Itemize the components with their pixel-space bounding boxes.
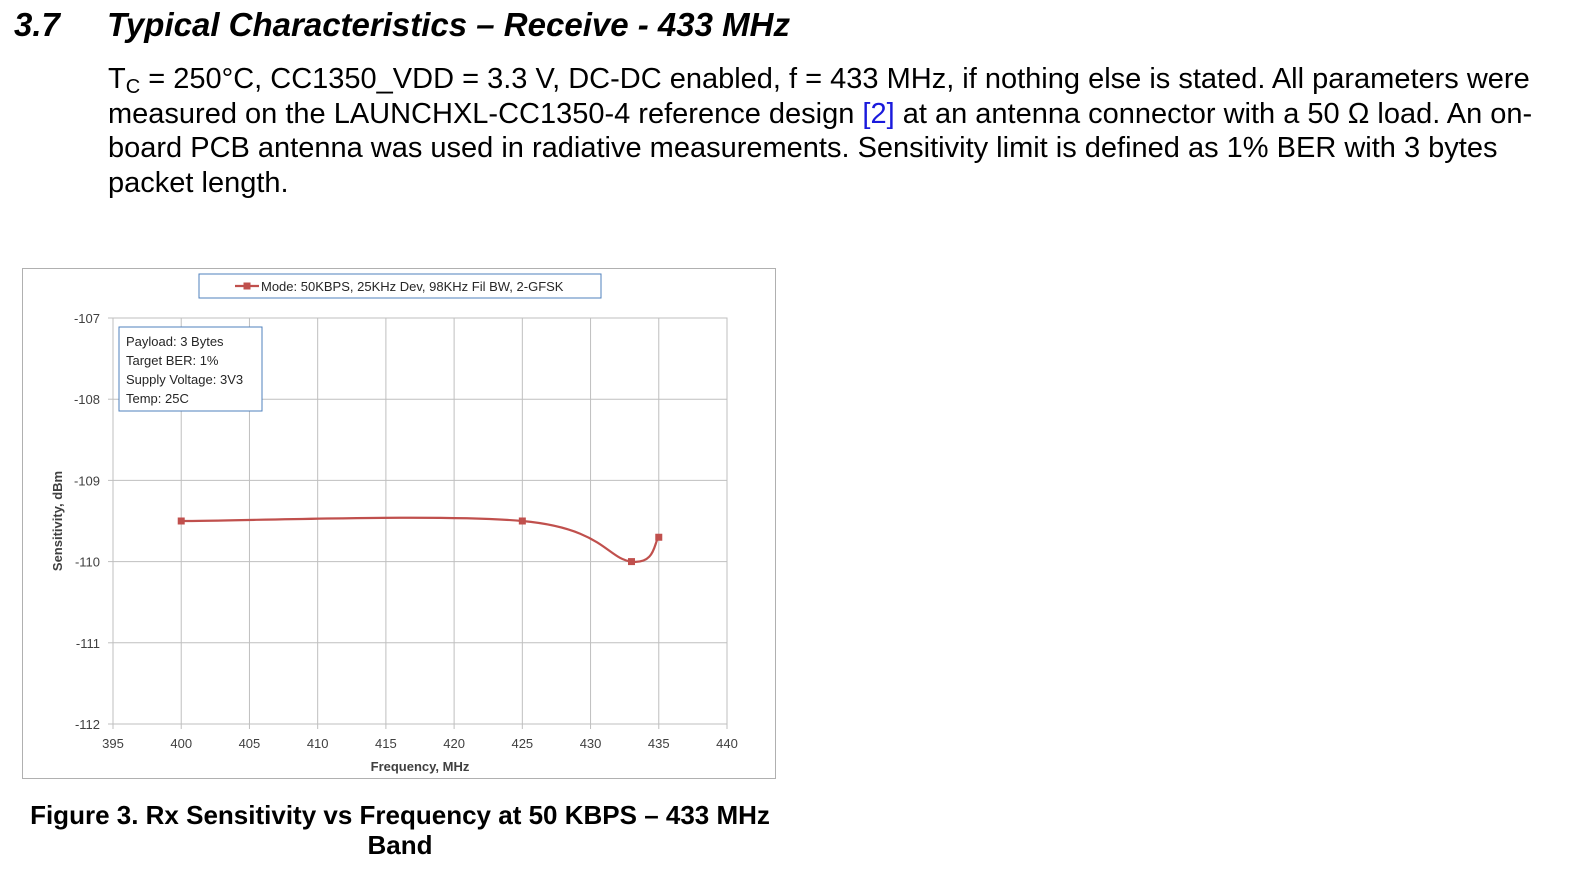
- annotation-box: Payload: 3 Bytes Target BER: 1% Supply Vol…: [118, 326, 263, 412]
- figure-caption: Figure 3. Rx Sensitivity vs Frequency at…: [30, 800, 770, 860]
- legend: Mode: 50KBPS, 25KHz Dev, 98KHz Fil BW, 2…: [198, 273, 602, 299]
- x-tick-label: 400: [170, 736, 192, 751]
- x-tick-label: 430: [580, 736, 602, 751]
- legend-series-name: Mode: 50KBPS, 25KHz Dev, 98KHz Fil BW, 2…: [261, 279, 564, 294]
- x-tick-label: 415: [375, 736, 397, 751]
- y-tick-label: -108: [74, 392, 100, 407]
- conditions-text-part1: = 250°C, CC1350_VDD = 3.3 V, DC-DC enabl…: [108, 63, 1530, 130]
- legend-square-marker: [243, 282, 251, 290]
- series-line: [181, 516, 660, 563]
- x-tick-label: 440: [716, 736, 738, 751]
- x-tick-label: 425: [511, 736, 533, 751]
- sensitivity-chart: 395 400 405 410 415 420 425 430 435 440 -107 -108 -1…: [50, 273, 738, 774]
- section-heading: 3.7 Typical Characteristics – Receive - 4…: [14, 6, 790, 44]
- data-point-marker: [518, 517, 526, 525]
- reference-link[interactable]: [2]: [862, 97, 895, 130]
- x-tick-label: 435: [648, 736, 670, 751]
- x-axis-label: Frequency, MHz: [371, 759, 470, 774]
- x-tick-label: 395: [102, 736, 124, 751]
- y-tick-label: -109: [74, 473, 100, 488]
- temperature-subscript: C: [125, 76, 141, 98]
- x-tick-label: 420: [443, 736, 465, 751]
- chart-frame: 395 400 405 410 415 420 425 430 435 440 -107 -108 -1…: [22, 268, 776, 779]
- y-tick-label: -111: [76, 636, 100, 651]
- x-tick-label: 405: [239, 736, 261, 751]
- tick-labels: 395 400 405 410 415 420 425 430 435 440 -107 -108 -1…: [74, 311, 738, 751]
- series-layer: [177, 516, 663, 566]
- data-point-marker: [627, 558, 635, 566]
- annotation-text: Payload: 3 Bytes Target BER: 1% Supply Vol…: [126, 334, 243, 406]
- data-point-marker: [655, 533, 663, 541]
- x-tick-label: 410: [307, 736, 329, 751]
- y-axis-label: Sensitivity, dBm: [50, 471, 65, 571]
- y-tick-label: -110: [75, 555, 100, 570]
- legend-box: [198, 273, 602, 299]
- y-tick-label: -107: [74, 311, 100, 326]
- conditions-text-part2: at an antenna connector with a 50 Ω load…: [108, 97, 1533, 199]
- annotation-line: Payload: 3 Bytes: [126, 334, 224, 349]
- data-point-marker: [177, 517, 185, 525]
- y-tick-label: -112: [75, 717, 100, 732]
- temperature-symbol: T: [108, 63, 126, 95]
- section-title: Typical Characteristics – Receive - 433 …: [107, 6, 790, 43]
- test-conditions-paragraph: TC = 250°C, CC1350_VDD = 3.3 V, DC-DC en…: [108, 62, 1578, 200]
- plot-area-border: [112, 317, 728, 725]
- annotation-line: Supply Voltage: 3V3: [126, 372, 243, 387]
- annotation-line: Target BER: 1%: [126, 353, 219, 368]
- annotation-line: Temp: 25C: [126, 391, 189, 406]
- section-number: 3.7: [14, 6, 60, 43]
- annotation-border: [118, 326, 263, 412]
